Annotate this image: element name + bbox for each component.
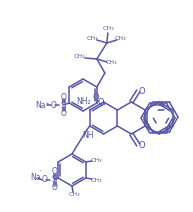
Text: CH₃: CH₃ (87, 35, 99, 40)
Text: O: O (92, 92, 99, 102)
Text: S: S (61, 100, 66, 110)
Text: O: O (50, 100, 56, 110)
Text: O: O (98, 98, 105, 107)
Text: O: O (60, 92, 66, 102)
Text: O: O (139, 141, 146, 149)
Text: CH₃: CH₃ (103, 25, 115, 31)
Text: CH₃: CH₃ (68, 192, 80, 198)
Text: O: O (51, 184, 57, 192)
Text: NH₂: NH₂ (76, 98, 91, 106)
Text: NH: NH (82, 131, 93, 141)
Text: O: O (51, 167, 57, 177)
Text: O: O (139, 86, 146, 95)
Text: Na⁺: Na⁺ (35, 100, 49, 110)
Text: O: O (60, 109, 66, 117)
Text: S: S (52, 176, 57, 184)
Text: ⁻: ⁻ (39, 170, 42, 176)
Text: CH₃: CH₃ (74, 53, 86, 59)
Text: CH₃: CH₃ (91, 177, 103, 183)
Text: Na: Na (30, 173, 40, 181)
Text: O: O (41, 176, 47, 184)
Text: CH₃: CH₃ (106, 60, 118, 66)
Text: CH₃: CH₃ (115, 35, 127, 40)
Text: CH₃: CH₃ (91, 158, 103, 163)
